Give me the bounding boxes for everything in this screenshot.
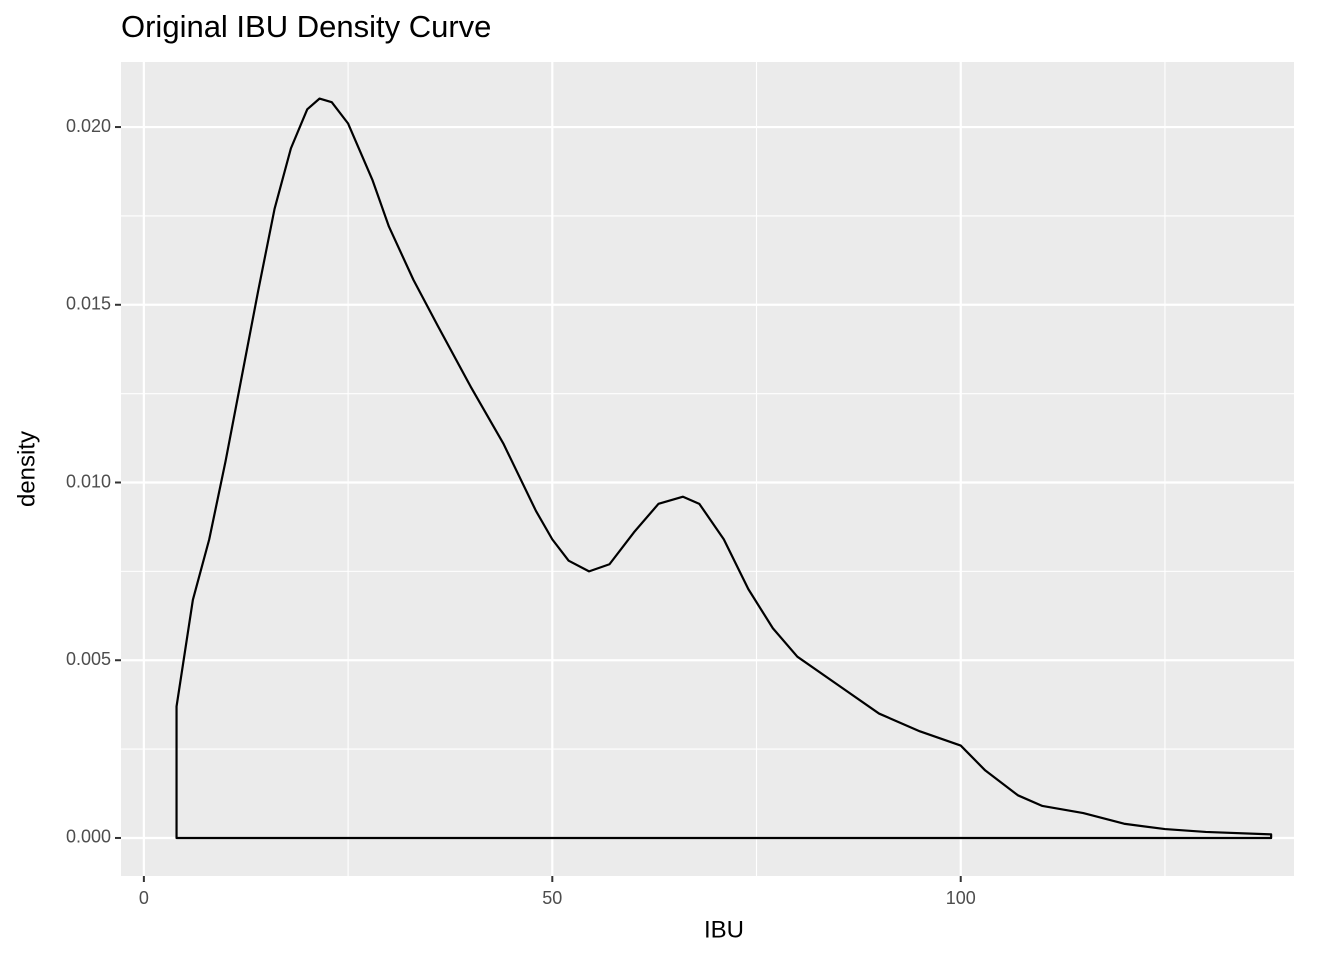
x-tick-label: 100	[946, 888, 976, 908]
y-axis-label: density	[13, 431, 40, 507]
y-tick-label: 0.010	[66, 471, 111, 491]
panel	[121, 62, 1294, 876]
y-tick-label: 0.020	[66, 116, 111, 136]
y-tick-label: 0.005	[66, 649, 111, 669]
x-axis-label: IBU	[704, 916, 744, 943]
y-tick-label: 0.015	[66, 294, 111, 314]
x-tick-label: 50	[542, 888, 562, 908]
density-curve	[175, 97, 1273, 840]
x-tick-label: 0	[139, 888, 149, 908]
y-tick-label: 0.000	[66, 827, 111, 847]
chart-title: Original IBU Density Curve	[121, 9, 491, 44]
